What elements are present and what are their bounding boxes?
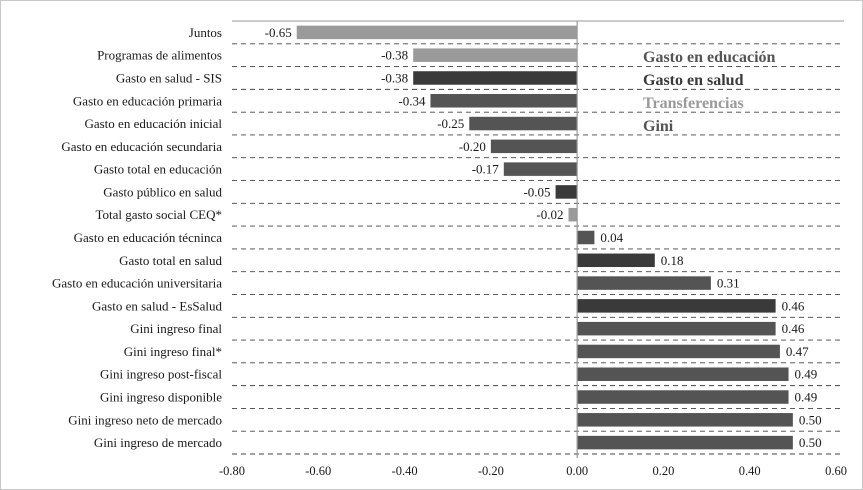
bar-education bbox=[430, 94, 578, 108]
value-label: 0.46 bbox=[782, 298, 805, 313]
category-label: Programas de alimentos bbox=[97, 48, 222, 63]
value-label: 0.49 bbox=[795, 390, 818, 405]
value-label: 0.50 bbox=[799, 412, 822, 427]
bar-gini bbox=[577, 321, 776, 336]
bar-health bbox=[413, 71, 578, 85]
bar-gini bbox=[577, 390, 789, 404]
category-label: Gasto en educación inicial bbox=[84, 116, 222, 131]
bar-health bbox=[577, 299, 776, 313]
category-label: Gasto en salud - EsSalud bbox=[92, 298, 222, 313]
bar-health bbox=[555, 185, 578, 199]
value-label: -0.20 bbox=[459, 139, 486, 154]
category-label: Gasto en educación secundaria bbox=[61, 139, 222, 154]
bar-education bbox=[490, 139, 578, 154]
bar-education bbox=[577, 276, 711, 290]
x-tick-label: 0.40 bbox=[739, 464, 761, 478]
value-label: 0.50 bbox=[799, 435, 822, 450]
x-tick-label: 0.60 bbox=[825, 464, 847, 478]
bar-education bbox=[469, 116, 578, 131]
value-label: -0.38 bbox=[381, 48, 408, 63]
bar-health bbox=[577, 253, 655, 268]
category-label: Gasto total en salud bbox=[119, 253, 222, 268]
category-label: Gasto en salud - SIS bbox=[116, 70, 222, 85]
bar-transfers bbox=[296, 25, 578, 40]
category-label: Gasto público en salud bbox=[103, 184, 222, 199]
bar-gini bbox=[577, 413, 793, 427]
x-tick-label: 0.20 bbox=[652, 464, 674, 478]
value-label: -0.34 bbox=[398, 93, 426, 108]
bar-gini bbox=[577, 435, 793, 450]
bar-education bbox=[503, 162, 578, 176]
bar-transfers bbox=[568, 207, 578, 222]
legend-label-education: Gasto en educación bbox=[643, 49, 776, 66]
category-label: Juntos bbox=[189, 25, 222, 40]
x-tick-label: 0.00 bbox=[566, 464, 588, 478]
value-label: 0.31 bbox=[717, 276, 740, 291]
bar-gini bbox=[577, 367, 789, 381]
value-label: -0.38 bbox=[381, 70, 408, 85]
bar-transfers bbox=[413, 48, 578, 62]
value-label: 0.46 bbox=[782, 321, 805, 336]
value-label: -0.02 bbox=[536, 207, 563, 222]
category-label: Gini ingreso final* bbox=[124, 344, 222, 359]
category-label: Gasto en educación técninca bbox=[74, 230, 223, 245]
category-label: Gasto en educación universitaria bbox=[52, 276, 222, 291]
category-label: Gini ingreso final bbox=[130, 321, 222, 336]
category-label: Gini ingreso post-fiscal bbox=[100, 367, 222, 382]
legend-label-transfers: Transferencias bbox=[643, 95, 744, 112]
value-label: 0.04 bbox=[600, 230, 623, 245]
value-label: 0.49 bbox=[795, 367, 818, 382]
category-label: Gasto total en educación bbox=[94, 162, 223, 177]
x-tick-label: -0.60 bbox=[305, 464, 331, 478]
value-label: -0.25 bbox=[437, 116, 464, 131]
value-label: 0.47 bbox=[786, 344, 809, 359]
x-tick-label: -0.80 bbox=[219, 464, 245, 478]
value-label: -0.65 bbox=[265, 25, 292, 40]
category-label: Gini ingreso disponible bbox=[100, 390, 222, 405]
category-label: Gasto en educación primaria bbox=[73, 93, 222, 108]
x-tick-label: -0.20 bbox=[478, 464, 504, 478]
x-tick-label: -0.40 bbox=[392, 464, 418, 478]
value-label: 0.18 bbox=[661, 253, 684, 268]
category-label: Gini ingreso de mercado bbox=[94, 435, 222, 450]
legend-label-health: Gasto en salud bbox=[643, 72, 744, 89]
category-label: Gini ingreso neto de mercado bbox=[68, 412, 222, 427]
legend-label-gini: Gini bbox=[643, 118, 674, 135]
bar-gini bbox=[577, 344, 780, 359]
value-label: -0.05 bbox=[523, 184, 550, 199]
category-label: Total gasto social CEQ* bbox=[95, 207, 222, 222]
bar-education bbox=[577, 230, 595, 245]
value-label: -0.17 bbox=[472, 162, 500, 177]
